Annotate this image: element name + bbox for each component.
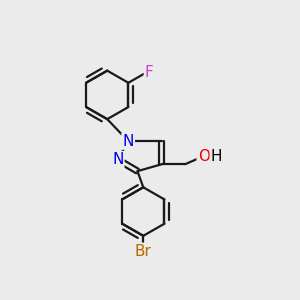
Text: N: N xyxy=(112,152,123,167)
Text: O: O xyxy=(198,148,210,164)
Text: N: N xyxy=(122,134,134,148)
Text: Br: Br xyxy=(135,244,152,259)
Text: F: F xyxy=(145,65,154,80)
Text: H: H xyxy=(211,148,222,164)
